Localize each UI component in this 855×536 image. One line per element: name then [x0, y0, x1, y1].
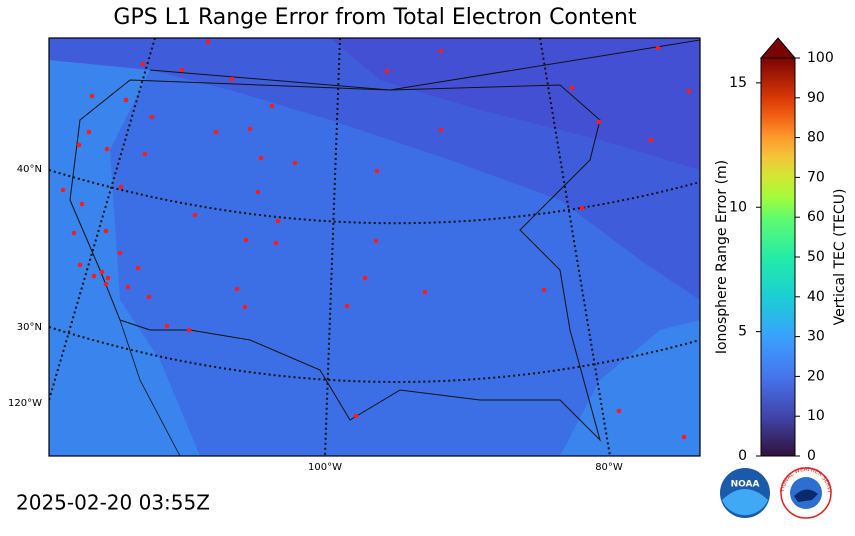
right-tick-label: 70 [807, 169, 825, 185]
right-tick-label: 40 [807, 289, 825, 305]
right-tick-label: 60 [807, 209, 825, 225]
right-tick-label: 20 [807, 368, 825, 384]
colorbar-left-label: Ionosphere Range Error (m) [714, 160, 730, 354]
noaa-logo: NOAA [720, 468, 770, 518]
right-tick-label: 0 [807, 448, 816, 464]
right-tick-label: 90 [807, 90, 825, 106]
map-frame [48, 37, 701, 457]
colorbar-extend [759, 37, 797, 59]
lon-label: 100°W [308, 462, 342, 473]
timestamp: 2025-02-20 03:55Z [16, 491, 210, 515]
right-tick-label: 80 [807, 130, 825, 146]
colorbar-body [760, 57, 796, 457]
noaa-text: NOAA [731, 480, 760, 490]
lat-label: 40°N [17, 164, 42, 175]
colorbar-right-label: Vertical TEC (TECU) [832, 189, 848, 326]
left-tick-label: 0 [738, 448, 747, 464]
right-tick-label: 10 [807, 408, 825, 424]
left-tick-label: 5 [738, 324, 747, 340]
title: GPS L1 Range Error from Total Electron C… [113, 5, 637, 30]
right-tick-label: 100 [807, 50, 834, 66]
lon-label: 80°W [595, 462, 623, 473]
colorbar: Ionosphere Range Error (m) Vertical TEC … [714, 37, 848, 464]
right-tick-label: 50 [807, 249, 825, 265]
left-tick-label: 15 [729, 75, 747, 91]
map [49, 38, 700, 456]
lon-label: 120°W [8, 398, 42, 409]
lat-label: 30°N [17, 322, 42, 333]
left-tick-label: 10 [729, 199, 747, 215]
right-tick-label: 30 [807, 329, 825, 345]
